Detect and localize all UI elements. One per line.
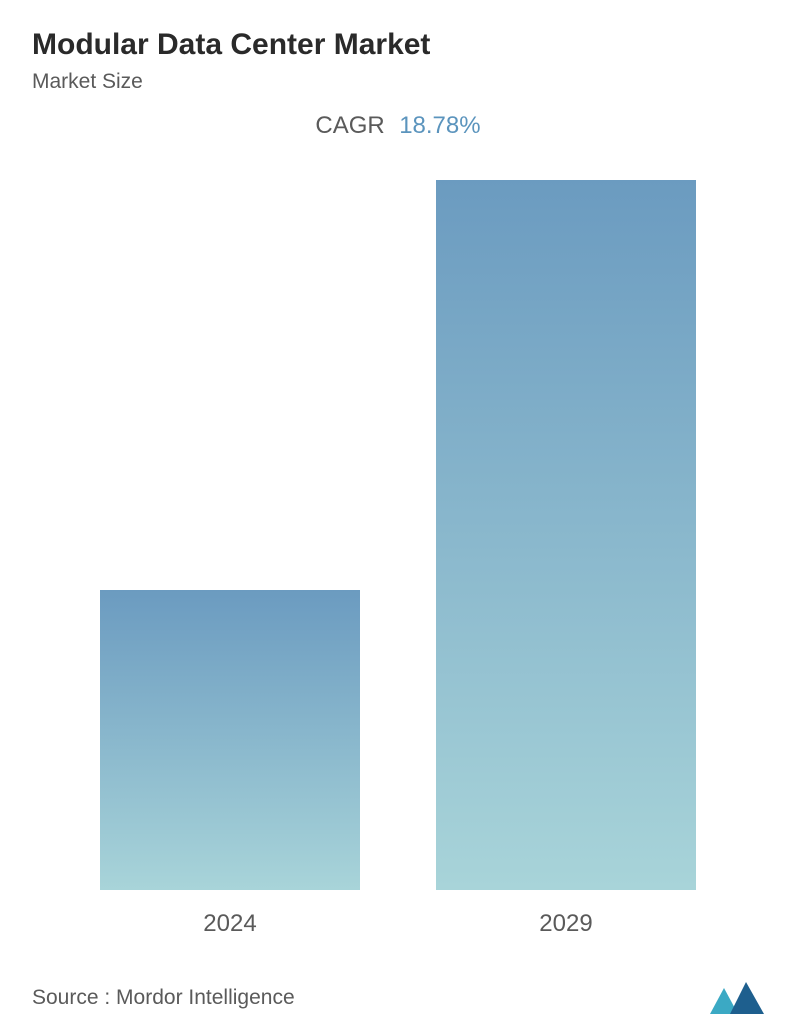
chart-subtitle: Market Size xyxy=(32,70,764,94)
bar-group-1 xyxy=(436,180,696,890)
source-text: Source : Mordor Intelligence xyxy=(32,986,295,1010)
bar-group-0 xyxy=(100,590,360,890)
x-label-0: 2024 xyxy=(100,910,360,938)
cagr-value: 18.78% xyxy=(399,112,480,139)
cagr-label: CAGR xyxy=(315,112,384,139)
bar-0 xyxy=(100,590,360,890)
x-axis-labels: 2024 2029 xyxy=(32,890,764,938)
cagr-row: CAGR 18.78% xyxy=(32,112,764,140)
chart-container: Modular Data Center Market Market Size C… xyxy=(0,0,796,1034)
brand-logo-icon xyxy=(710,982,764,1014)
x-label-1: 2029 xyxy=(436,910,696,938)
chart-title: Modular Data Center Market xyxy=(32,28,764,62)
chart-footer: Source : Mordor Intelligence xyxy=(32,968,764,1014)
chart-plot-area xyxy=(32,166,764,890)
bar-1 xyxy=(436,180,696,890)
